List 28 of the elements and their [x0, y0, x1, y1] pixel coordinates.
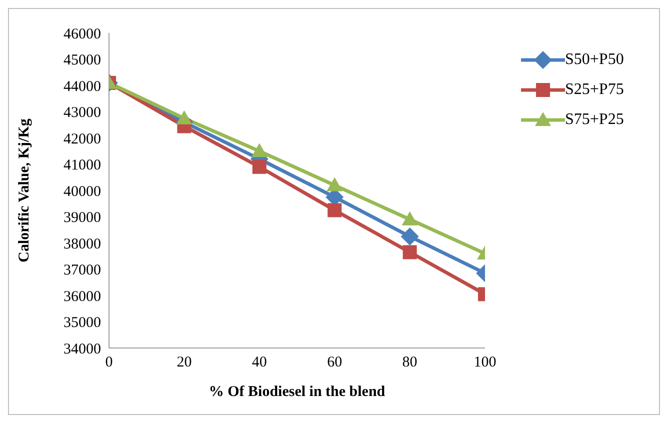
y-tick-label: 38000 — [64, 236, 101, 252]
x-tick-label: 80 — [402, 354, 418, 371]
legend-label: S75+P25 — [565, 111, 624, 129]
point — [251, 143, 268, 158]
y-tick-label: 34000 — [64, 341, 101, 358]
point — [326, 177, 343, 192]
y-tick-label: 36000 — [64, 288, 101, 305]
y-tick-label: 45000 — [64, 52, 101, 69]
x-tick-label: 40 — [252, 354, 267, 371]
y-tick-label: 46000 — [64, 26, 101, 42]
y-tick-label: 35000 — [64, 315, 101, 332]
x-tick-label: 100 — [474, 354, 496, 371]
point — [252, 160, 266, 174]
x-tick-label: 60 — [327, 354, 342, 371]
y-tick-label: 44000 — [64, 78, 101, 95]
x-tick-label: 20 — [176, 354, 192, 371]
y-tick-label: 43000 — [64, 105, 101, 122]
y-tick-label: 37000 — [64, 262, 101, 279]
y-axis-title: Calorific Value, Kj/Kg — [16, 118, 32, 262]
y-tick-label: 40000 — [64, 184, 101, 200]
legend-label: S50+P50 — [565, 51, 624, 69]
point — [328, 203, 342, 218]
legend-label: S25+P75 — [565, 81, 624, 99]
y-tick-label: 42000 — [64, 131, 101, 148]
y-tick-label: 41000 — [64, 158, 101, 174]
y-tick-label: 39000 — [64, 210, 101, 226]
x-axis-title: % Of Biodiesel in the blend — [208, 384, 386, 400]
x-tick-label: 0 — [105, 354, 113, 371]
